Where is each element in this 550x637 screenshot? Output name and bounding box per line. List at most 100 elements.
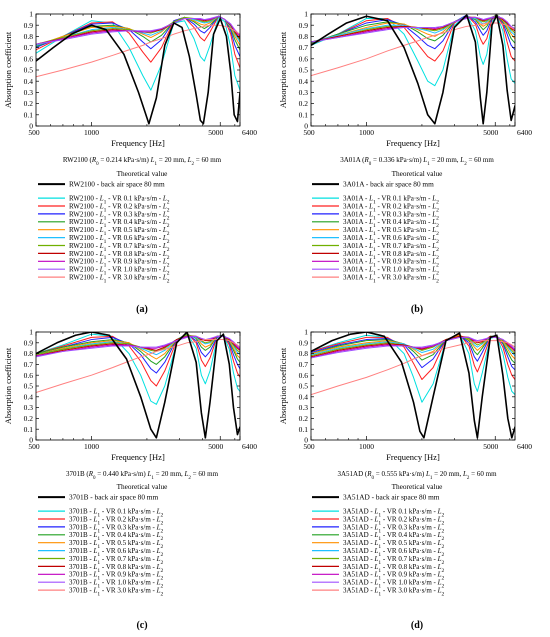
series-line: [311, 14, 515, 62]
y-tick-label: 0.8: [24, 32, 34, 41]
y-tick-label: 0.3: [24, 88, 34, 97]
y-tick-label: 0.7: [24, 360, 34, 369]
legend-entry: 3701B - L1 - VR 0.4 kPa·s/m - L2: [69, 531, 164, 542]
y-tick-label: 0.9: [24, 338, 34, 347]
x-axis-label: Frequency [Hz]: [111, 138, 165, 148]
legend-entry: 3A51AD - L1 - VR 0.8 kPa·s/m - L2: [343, 563, 445, 574]
legend-entry-theoretical: 3A01A - back air space 80 mm: [343, 180, 434, 189]
legend-entry: 3A01A - L1 - VR 0.2 kPa·s/m - L2: [343, 202, 439, 213]
legend-heading: Theoretical value: [392, 169, 443, 178]
legend-heading: Theoretical value: [117, 169, 168, 178]
legend-entry: RW2100 - L1 - VR 0.2 kPa·s/m - L2: [69, 202, 170, 213]
y-axis-label: Absorption coefficient: [278, 31, 288, 108]
y-tick-label: 0.7: [299, 43, 309, 52]
y-tick-label: 0.3: [299, 403, 309, 412]
legend-entry: 3A01A - L1 - VR 3.0 kPa·s/m - L2: [343, 274, 439, 285]
y-tick-label: 0: [29, 436, 33, 445]
legend-entry: 3A01A - L1 - VR 0.5 kPa·s/m - L2: [343, 226, 439, 237]
chart-caption: RW2100 (R0 = 0.214 kPa·s/m) L1 = 20 mm, …: [63, 156, 222, 167]
y-tick-label: 1: [29, 10, 33, 19]
x-tick-label: 5000: [483, 128, 498, 137]
x-tick-label: 5000: [208, 442, 223, 451]
legend: Theoretical value RW2100 - back air space…: [38, 169, 170, 285]
y-tick-label: 0.2: [24, 414, 34, 423]
series-line: [311, 22, 515, 77]
legend-entry: 3A01A - L1 - VR 0.3 kPa·s/m - L2: [343, 210, 439, 221]
y-axis-label: Absorption coefficient: [3, 31, 13, 108]
legend-entry: 3701B - L1 - VR 0.9 kPa·s/m - L2: [69, 571, 164, 582]
legend-entry: 3A51AD - L1 - VR 1.0 kPa·s/m - L2: [343, 579, 445, 590]
legend-entry: RW2100 - L1 - VR 3.0 kPa·s/m - L2: [69, 274, 170, 285]
series-line: [36, 15, 240, 69]
legend: Theoretical value 3701B - back air space …: [38, 482, 167, 598]
y-tick-label: 0.1: [24, 425, 34, 434]
y-tick-label: 0.8: [299, 32, 309, 41]
y-tick-label: 1: [304, 328, 308, 337]
x-tick-label: 1000: [359, 128, 374, 137]
legend-entry: 3A01A - L1 - VR 0.7 kPa·s/m - L2: [343, 242, 439, 253]
legend-entry: 3A51AD - L1 - VR 0.6 kPa·s/m - L2: [343, 547, 445, 558]
y-tick-label: 0.3: [24, 403, 34, 412]
y-tick-label: 0.7: [24, 43, 34, 52]
legend-entry: 3701B - L1 - VR 0.2 kPa·s/m - L2: [69, 515, 164, 526]
series-line: [311, 333, 515, 381]
y-tick-label: 0.9: [24, 21, 34, 30]
series-line: [36, 15, 240, 45]
series-line: [36, 332, 240, 405]
x-tick-label: 500: [303, 442, 315, 451]
y-tick-label: 0.2: [299, 414, 309, 423]
legend-entry: 3701B - L1 - VR 0.1 kPa·s/m - L2: [69, 508, 164, 519]
chart-caption: 3701B (R0 = 0.440 kPa·s/m) L1 = 20 mm, L…: [66, 470, 219, 481]
y-tick-label: 0.4: [24, 77, 34, 86]
series-line: [311, 334, 515, 371]
series-line-theoretical: [311, 332, 515, 439]
y-tick-label: 0.4: [24, 392, 34, 401]
y-tick-label: 0.2: [299, 99, 309, 108]
series-line: [36, 24, 240, 78]
series-line-theoretical: [36, 17, 240, 125]
series-line-theoretical: [36, 332, 240, 439]
x-tick-label: 6400: [242, 442, 257, 451]
x-tick-label: 6400: [517, 442, 532, 451]
panel-label: (a): [136, 304, 148, 315]
y-tick-label: 0: [29, 122, 33, 131]
y-tick-label: 1: [304, 10, 308, 19]
y-tick-label: 0.5: [299, 66, 309, 75]
y-tick-label: 0.9: [299, 338, 309, 347]
legend-entry: 3A01A - L1 - VR 0.8 kPa·s/m - L2: [343, 250, 439, 261]
legend-entry: 3701B - L1 - VR 0.7 kPa·s/m - L2: [69, 555, 164, 566]
legend: Theoretical value 3A51AD - back air space…: [312, 482, 445, 598]
y-tick-label: 0.4: [299, 392, 309, 401]
legend-entry: 3A51AD - L1 - VR 0.2 kPa·s/m - L2: [343, 515, 445, 526]
series-line: [311, 340, 515, 396]
panel-label: (d): [411, 620, 423, 631]
x-tick-label: 500: [28, 128, 40, 137]
legend-entry: 3A01A - L1 - VR 1.0 kPa·s/m - L2: [343, 266, 439, 277]
panel-label: (c): [136, 620, 147, 631]
legend-entry: RW2100 - L1 - VR 0.6 kPa·s/m - L2: [69, 234, 170, 245]
y-tick-label: 0.8: [299, 349, 309, 358]
x-tick-label: 500: [28, 442, 40, 451]
legend-entry: 3701B - L1 - VR 1.0 kPa·s/m - L2: [69, 579, 164, 590]
y-tick-label: 0.9: [299, 21, 309, 30]
legend-entry: 3A51AD - L1 - VR 0.1 kPa·s/m - L2: [343, 508, 445, 519]
legend-entry: 3A51AD - L1 - VR 0.4 kPa·s/m - L2: [343, 531, 445, 542]
y-tick-label: 1: [29, 328, 33, 337]
legend-entry: 3701B - L1 - VR 3.0 kPa·s/m - L2: [69, 587, 164, 598]
series-lines: [311, 14, 515, 125]
y-tick-label: 0.1: [299, 425, 309, 434]
legend-entry: 3A51AD - L1 - VR 0.9 kPa·s/m - L2: [343, 571, 445, 582]
y-tick-label: 0.7: [299, 360, 309, 369]
x-axis-label: Frequency [Hz]: [386, 138, 440, 148]
legend-entry: RW2100 - L1 - VR 0.9 kPa·s/m - L2: [69, 258, 170, 269]
y-tick-label: 0.6: [299, 54, 309, 63]
series-line: [36, 339, 240, 393]
legend-heading: Theoretical value: [392, 482, 443, 491]
legend-entry: 3701B - L1 - VR 0.6 kPa·s/m - L2: [69, 547, 164, 558]
x-tick-label: 1000: [359, 442, 374, 451]
chart-caption: 3A01A (R0 = 0.336 kPa·s/m) L1 = 20 mm, L…: [340, 156, 494, 167]
